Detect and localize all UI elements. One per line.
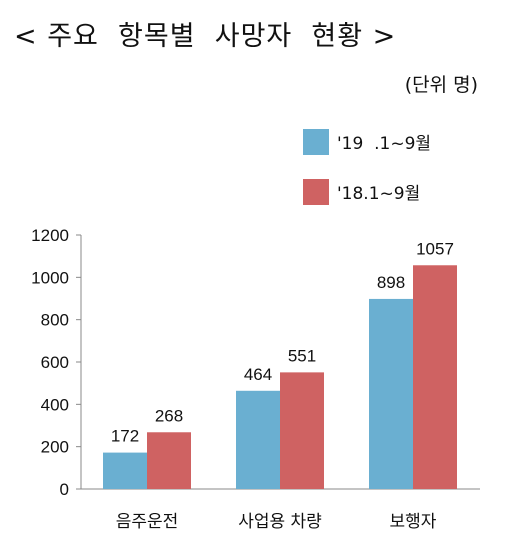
data-label: 464 — [244, 365, 272, 384]
legend-swatch — [303, 129, 329, 155]
legend: '19 .1~9월 '18.1~9월 — [303, 129, 431, 205]
bar — [236, 390, 280, 489]
data-label: 172 — [111, 427, 139, 446]
data-label: 898 — [377, 273, 405, 292]
x-tick-label: 음주운전 — [116, 512, 179, 532]
y-tick-label: 0 — [60, 480, 69, 499]
bar — [147, 432, 191, 489]
bars — [103, 265, 457, 489]
y-tick-label: 400 — [41, 395, 69, 414]
value-labels: 172 268 464 551 898 1057 — [111, 239, 454, 445]
data-label: 551 — [288, 346, 316, 365]
legend-swatch — [303, 179, 329, 205]
y-tick-label: 200 — [41, 438, 69, 457]
bar — [369, 298, 413, 489]
x-tick-label: 보행자 — [390, 512, 437, 532]
data-label: 1057 — [416, 239, 454, 258]
chart-title: < 주요 항목별 사망자 현황 > — [14, 21, 397, 52]
y-tick-label: 600 — [41, 353, 69, 372]
bar — [103, 452, 147, 489]
legend-label: '19 .1~9월 — [337, 134, 431, 154]
unit-label: (단위 명) — [404, 74, 478, 96]
y-tick-label: 1200 — [31, 226, 69, 245]
y-tick-label: 1000 — [31, 268, 69, 287]
bar — [413, 265, 457, 489]
x-tick-label: 사업용 차량 — [238, 512, 322, 532]
data-label: 268 — [155, 406, 183, 425]
axes: 0 200 400 600 800 1000 1200 음주운전 사업용 차량 보행자 — [31, 226, 480, 532]
y-tick-label: 800 — [41, 311, 69, 330]
legend-label: '18.1~9월 — [337, 184, 420, 204]
bar — [280, 372, 324, 489]
